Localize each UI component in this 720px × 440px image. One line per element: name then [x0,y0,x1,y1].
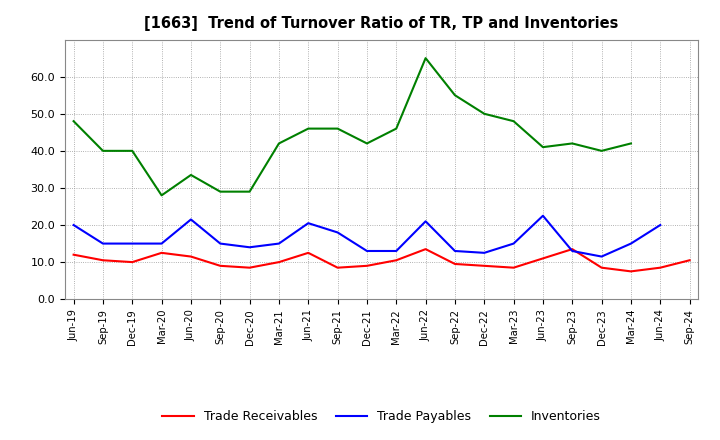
Trade Receivables [274,260,283,265]
Line: Trade Payables: Trade Payables [73,216,660,257]
Trade Payables [539,213,547,218]
Trade Receivables [421,246,430,252]
Trade Receivables [509,265,518,270]
Trade Payables [246,245,254,250]
Trade Payables [333,230,342,235]
Trade Payables [451,248,459,253]
Inventories [186,172,195,178]
Inventories [421,55,430,61]
Trade Receivables [333,265,342,270]
Trade Receivables [392,258,400,263]
Trade Payables [186,217,195,222]
Inventories [333,126,342,131]
Trade Receivables [246,265,254,270]
Inventories [392,126,400,131]
Inventories [69,118,78,124]
Trade Receivables [216,263,225,268]
Trade Receivables [451,261,459,267]
Inventories [626,141,635,146]
Trade Payables [363,248,372,253]
Inventories [539,144,547,150]
Trade Payables [421,219,430,224]
Trade Payables [304,220,312,226]
Trade Payables [598,254,606,259]
Trade Payables [274,241,283,246]
Inventories [304,126,312,131]
Trade Receivables [539,256,547,261]
Inventories [99,148,107,154]
Trade Receivables [69,252,78,257]
Trade Receivables [568,246,577,252]
Trade Payables [69,222,78,227]
Trade Receivables [304,250,312,256]
Trade Payables [99,241,107,246]
Trade Payables [568,248,577,253]
Trade Payables [128,241,137,246]
Inventories [451,92,459,98]
Line: Trade Receivables: Trade Receivables [73,249,690,271]
Inventories [568,141,577,146]
Legend: Trade Receivables, Trade Payables, Inventories: Trade Receivables, Trade Payables, Inven… [157,405,606,428]
Trade Receivables [363,263,372,268]
Inventories [157,193,166,198]
Trade Payables [656,222,665,227]
Trade Receivables [480,263,489,268]
Trade Receivables [685,258,694,263]
Trade Payables [216,241,225,246]
Title: [1663]  Trend of Turnover Ratio of TR, TP and Inventories: [1663] Trend of Turnover Ratio of TR, TP… [145,16,618,32]
Inventories [128,148,137,154]
Inventories [216,189,225,194]
Trade Payables [480,250,489,256]
Inventories [246,189,254,194]
Trade Payables [509,241,518,246]
Trade Receivables [128,260,137,265]
Inventories [274,141,283,146]
Trade Payables [392,248,400,253]
Trade Payables [157,241,166,246]
Trade Payables [626,241,635,246]
Line: Inventories: Inventories [73,58,631,195]
Trade Receivables [157,250,166,256]
Trade Receivables [626,269,635,274]
Trade Receivables [186,254,195,259]
Inventories [363,141,372,146]
Inventories [598,148,606,154]
Inventories [480,111,489,117]
Inventories [509,118,518,124]
Trade Receivables [99,258,107,263]
Trade Receivables [656,265,665,270]
Trade Receivables [598,265,606,270]
